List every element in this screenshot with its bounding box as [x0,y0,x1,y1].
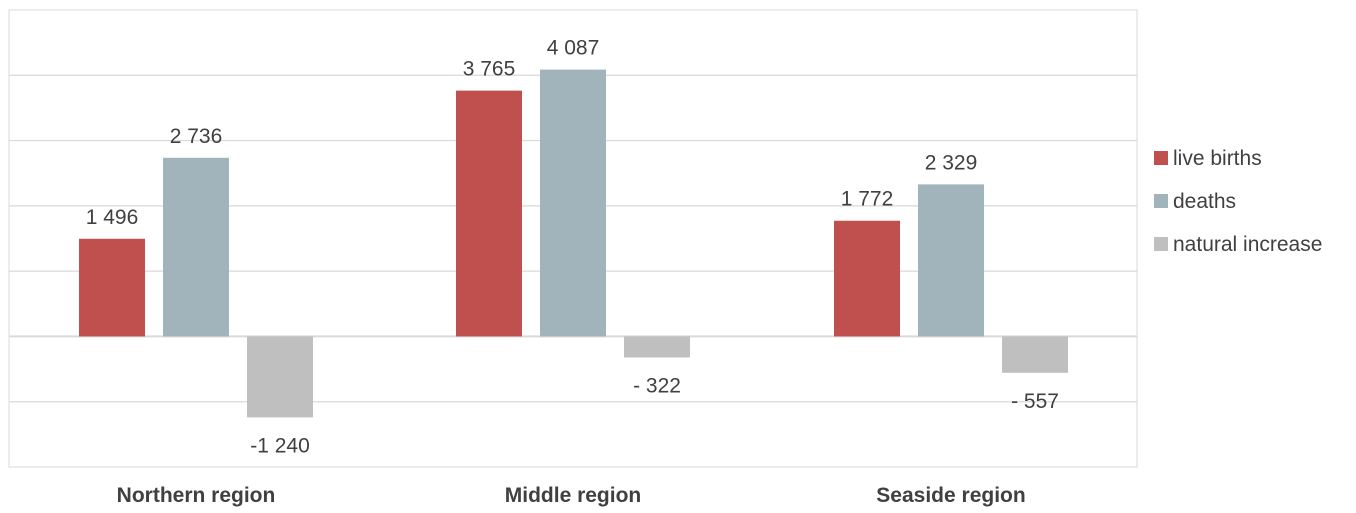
legend-swatch-natural-increase [1154,237,1168,251]
bar-live-births [456,90,522,337]
data-label-natural-increase: - 322 [633,374,681,397]
bar-live-births [834,220,900,337]
category-label: Seaside region [876,484,1025,507]
legend: live births deaths natural increase [1154,147,1322,256]
bars [79,69,1068,418]
bar-natural-increase [1002,336,1068,373]
data-labels: 1 496 2 736 -1 240 3 765 4 087 - 322 1 772 2 32… [86,37,1059,458]
legend-swatch-live-births [1154,151,1168,165]
category-label: Middle region [505,484,642,507]
data-label-natural-increase: -1 240 [250,434,310,457]
category-labels: Northern region Middle region Seaside regi… [117,484,1026,507]
legend-swatch-deaths [1154,194,1168,208]
data-label-deaths: 4 087 [547,37,600,60]
data-label-deaths: 2 736 [170,125,223,148]
bar-live-births [79,238,145,337]
category-label: Northern region [117,484,276,507]
bar-deaths [163,157,229,337]
data-label-natural-increase: - 557 [1011,390,1059,413]
bar-natural-increase [247,336,313,418]
bar-deaths [918,184,984,337]
data-label-live-births: 1 496 [86,206,139,229]
legend-label-live-births: live births [1173,147,1262,170]
data-label-live-births: 1 772 [841,188,894,211]
data-label-live-births: 3 765 [463,58,516,81]
data-label-deaths: 2 329 [925,151,978,174]
plot-area [8,9,1138,468]
legend-label-natural-increase: natural increase [1173,233,1322,256]
bar-deaths [540,69,606,337]
bar-natural-increase [624,336,690,358]
legend-label-deaths: deaths [1173,190,1236,213]
